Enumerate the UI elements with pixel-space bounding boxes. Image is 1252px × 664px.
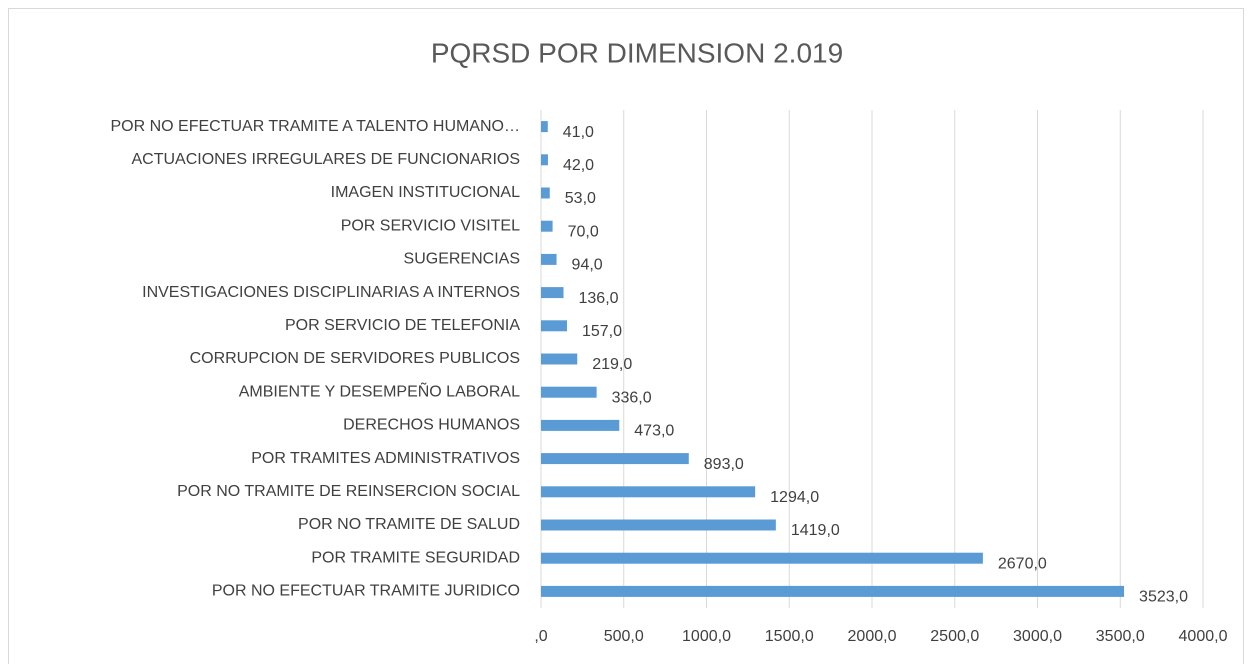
y-tick-label: INVESTIGACIONES DISCIPLINARIAS A INTERNO… [142,284,520,301]
bar [541,187,550,199]
y-tick-label: AMBIENTE Y DESEMPEÑO LABORAL [239,380,520,400]
bar [541,585,1125,597]
data-label: 70,0 [568,223,599,240]
bar [541,552,983,564]
x-tick-label: 1500,0 [765,628,814,645]
x-tick-label: ,0 [534,628,547,645]
x-tick-label: 3000,0 [1013,628,1062,645]
data-label: 473,0 [634,423,674,440]
bar [541,353,578,365]
data-label: 157,0 [582,323,622,340]
y-tick-label: POR SERVICIO DE TELEFONIA [285,317,520,334]
x-tick-label: 2000,0 [848,628,897,645]
y-tick-label: DERECHOS HUMANOS [343,417,520,434]
bar [541,519,776,531]
y-tick-label: SUGERENCIAS [404,251,520,268]
bar [541,419,620,431]
y-tick-label: POR NO EFECTUAR TRAMITE JURIDICO [212,583,520,600]
bar [541,320,567,332]
y-tick-label: POR SERVICIO VISITEL [341,217,520,234]
y-tick-label: ACTUACIONES IRREGULARES DE FUNCIONARIOS [132,151,521,168]
data-label: 53,0 [565,190,596,207]
bar [541,220,553,232]
x-tick-label: 2500,0 [930,628,979,645]
chart-border [8,8,1244,664]
x-tick-label: 3500,0 [1096,628,1145,645]
data-label: 136,0 [579,290,619,307]
bar [541,287,564,299]
data-label: 1419,0 [791,522,840,539]
x-tick-label: 4000,0 [1179,628,1228,645]
data-label: 219,0 [592,356,632,373]
bar [541,154,548,166]
x-tick-label: 500,0 [604,628,644,645]
y-tick-label: POR NO TRAMITE DE REINSERCION SOCIAL [177,483,520,500]
data-label: 336,0 [612,389,652,406]
bar [541,121,548,133]
data-label: 1294,0 [770,489,819,506]
bar [541,486,756,498]
data-label: 94,0 [572,257,603,274]
data-label: 3523,0 [1139,589,1188,606]
y-tick-label: POR TRAMITE SEGURIDAD [311,549,520,566]
data-label: 893,0 [704,456,744,473]
x-tick-label: 1000,0 [682,628,731,645]
y-tick-label: POR NO EFECTUAR TRAMITE A TALENTO HUMANO… [110,118,520,135]
y-tick-label: POR NO TRAMITE DE SALUD [298,516,520,533]
data-label: 2670,0 [998,555,1047,572]
bar [541,253,557,265]
chart-title: PQRSD POR DIMENSION 2.019 [431,37,843,68]
y-tick-label: IMAGEN INSTITUCIONAL [331,184,520,201]
data-label: 41,0 [563,124,594,141]
bar [541,386,597,398]
y-tick-label: POR TRAMITES ADMINISTRATIVOS [251,450,520,467]
y-tick-label: CORRUPCION DE SERVIDORES PUBLICOS [190,350,520,367]
bar [541,453,689,465]
data-label: 42,0 [563,157,594,174]
